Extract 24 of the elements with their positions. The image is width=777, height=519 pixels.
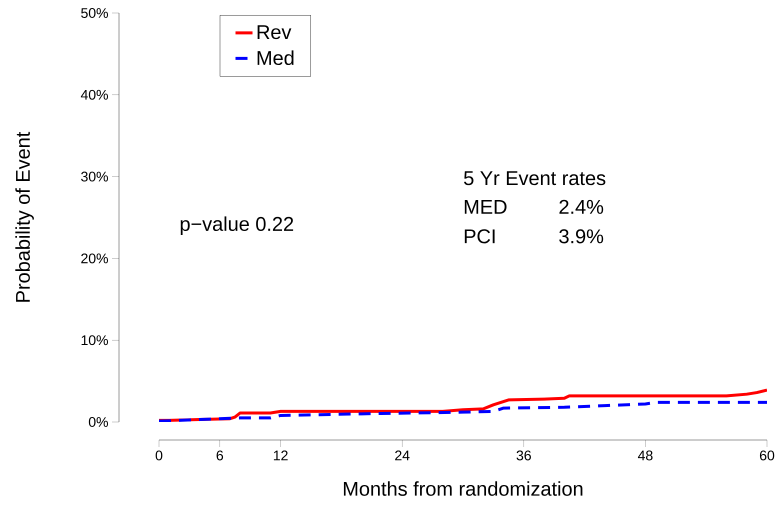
- y-tick-label: 20%: [81, 253, 108, 264]
- annotation: 3.9%: [559, 229, 604, 244]
- x-tick-label: 12: [274, 450, 288, 460]
- y-axis-title: Probability of Event: [15, 132, 34, 302]
- x-tick-label: 0: [156, 450, 162, 460]
- legend-label: Rev: [258, 25, 292, 40]
- x-tick-label: 24: [395, 450, 410, 460]
- y-tick-label: 10%: [82, 335, 108, 346]
- y-tick-label: 40%: [80, 90, 108, 100]
- annotation: p−value 0.22: [180, 216, 294, 235]
- x-tick-label: 6: [216, 450, 224, 460]
- annotation: PCI: [464, 229, 495, 244]
- y-tick-label: 0%: [88, 417, 108, 427]
- y-tick-label: 30%: [81, 172, 108, 182]
- annotation: MED: [464, 200, 507, 214]
- x-axis-title: Months from randomization: [344, 481, 582, 496]
- annotation: 2.4%: [559, 200, 604, 214]
- line-series: [159, 400, 767, 422]
- legend-label: Med: [258, 50, 294, 66]
- annotation: 5 Yr Event rates: [464, 171, 606, 186]
- y-tick-label: 50%: [81, 8, 108, 18]
- x-tick-label: 48: [638, 450, 653, 460]
- x-tick-label: 60: [760, 450, 774, 460]
- x-tick-label: 36: [516, 450, 531, 460]
